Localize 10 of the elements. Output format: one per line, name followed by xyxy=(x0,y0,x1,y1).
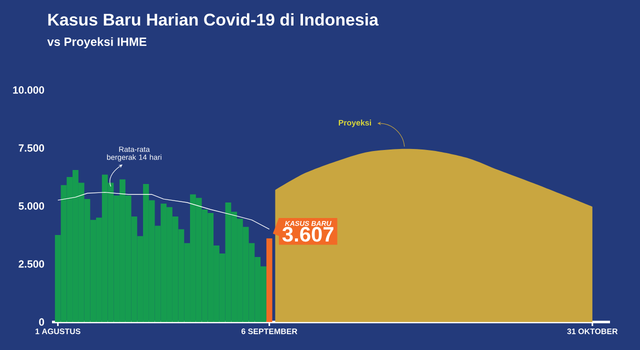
y-tick-label: 7.500 xyxy=(18,144,44,152)
y-tick-label: 5.000 xyxy=(18,202,44,210)
data-label: 3.607 xyxy=(282,226,334,242)
y-tick-label: 10.000 xyxy=(13,86,44,94)
y-tick-label: 2.500 xyxy=(18,260,44,268)
chart-subtitle: vs Proyeksi IHME xyxy=(47,37,146,48)
chart-title: Kasus Baru Harian Covid-19 di Indonesia xyxy=(48,13,379,26)
y-tick-label: 0 xyxy=(39,318,44,326)
bar xyxy=(266,238,272,322)
line-series xyxy=(58,192,270,230)
